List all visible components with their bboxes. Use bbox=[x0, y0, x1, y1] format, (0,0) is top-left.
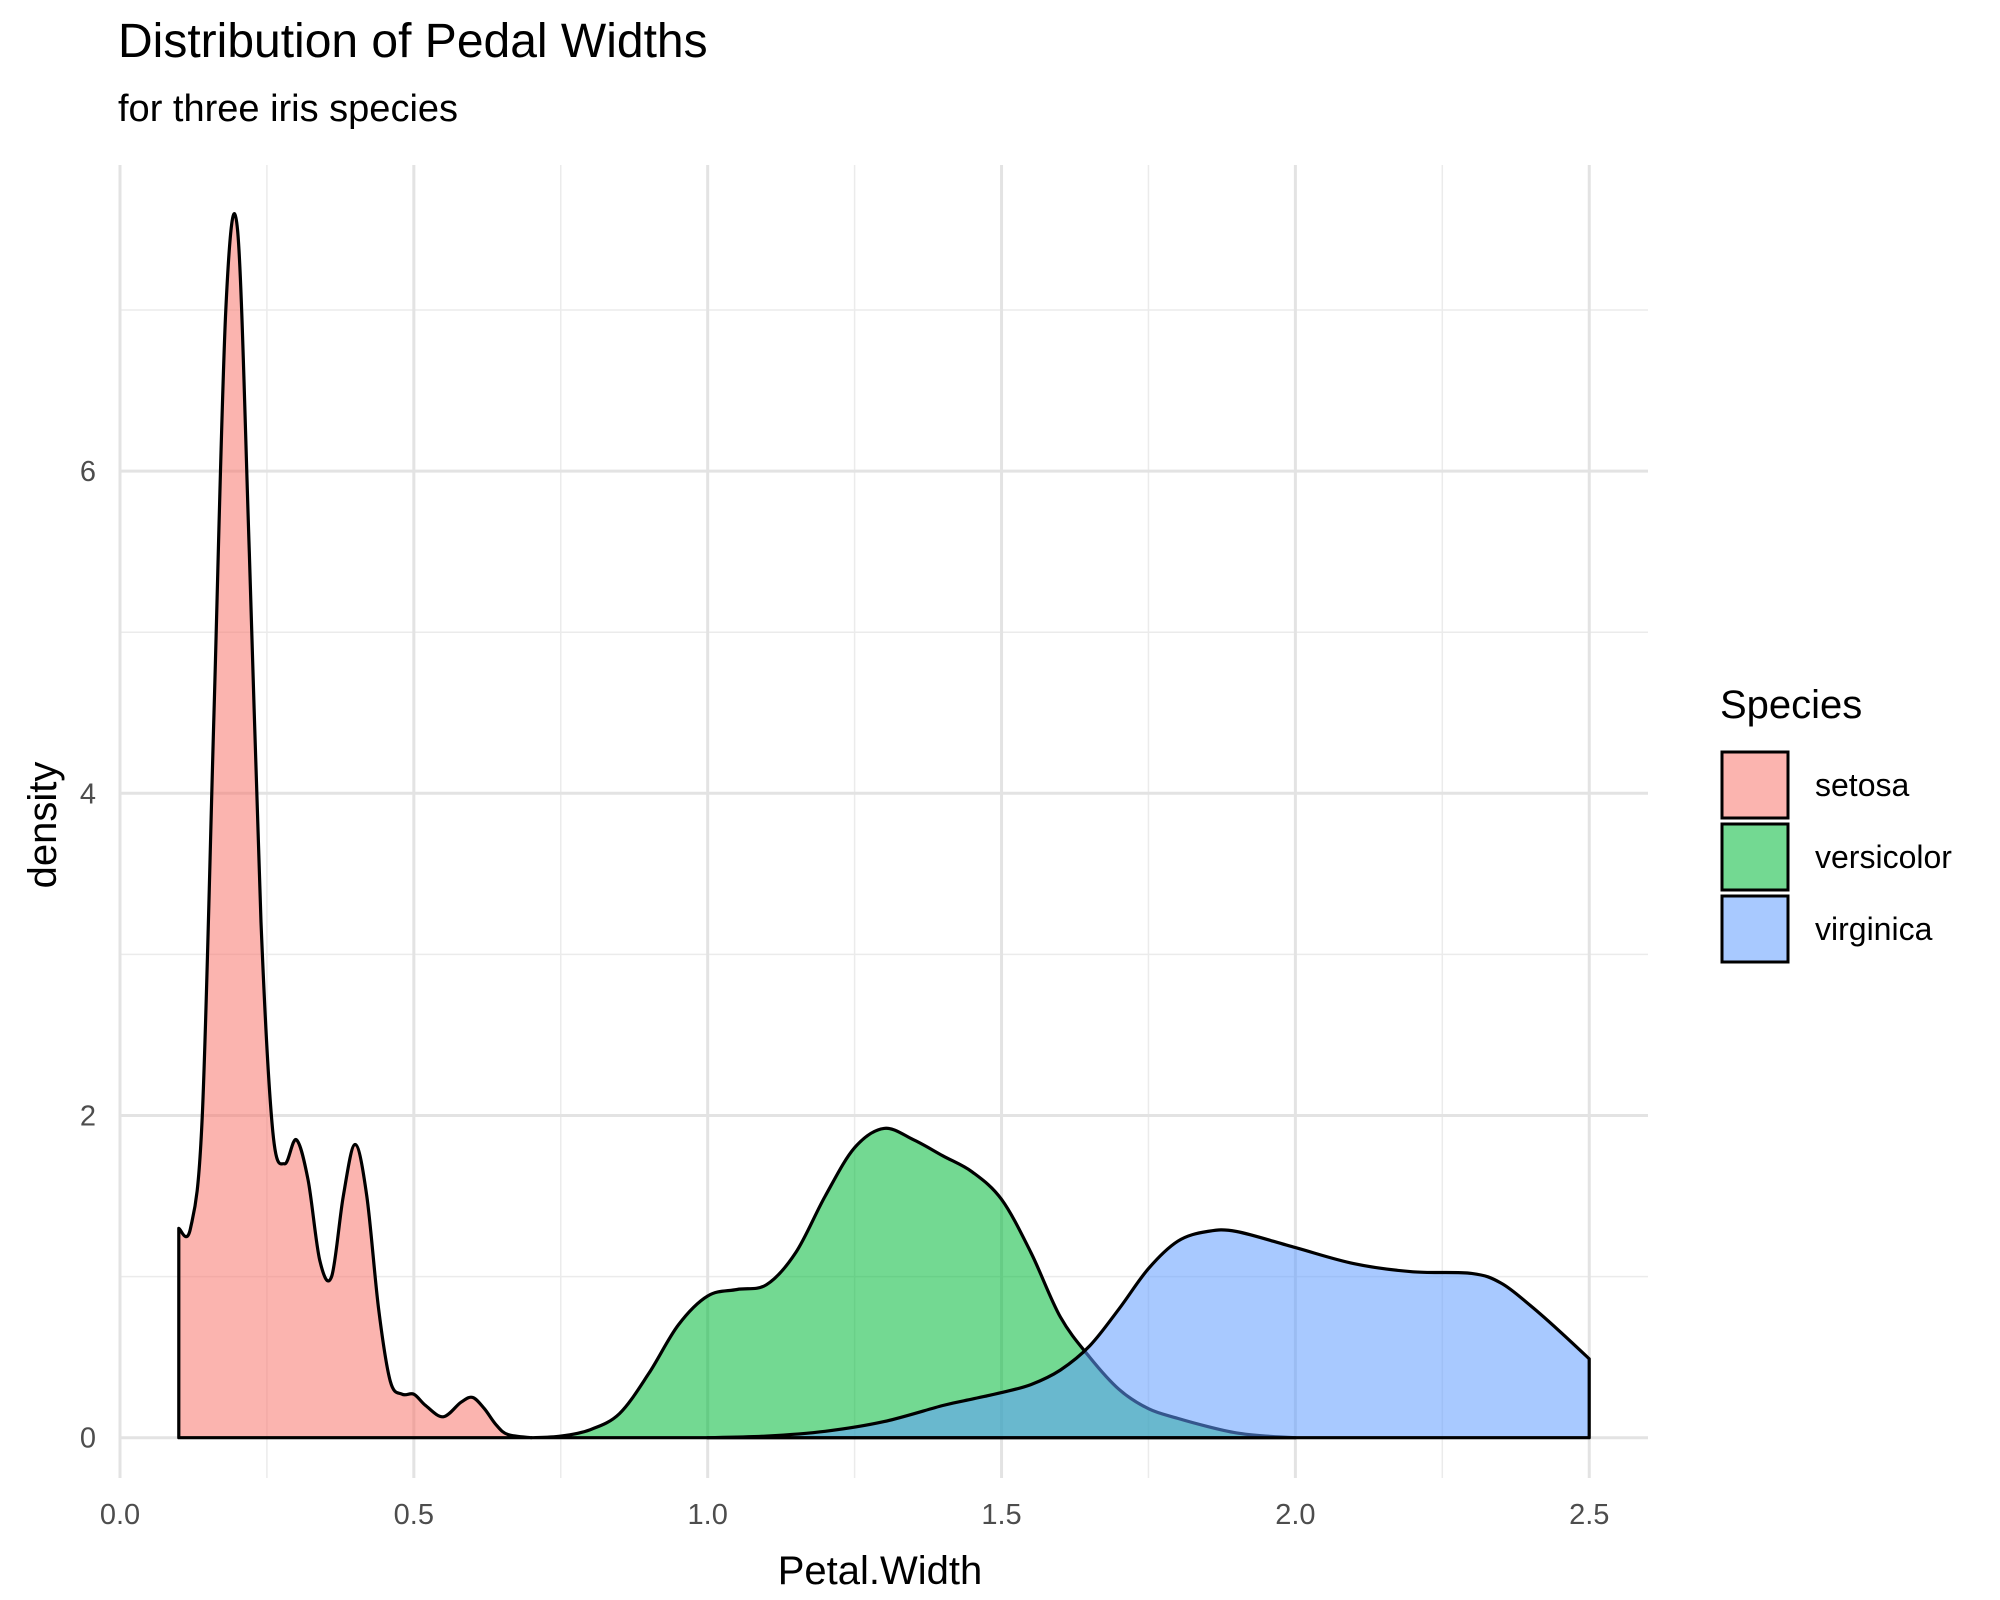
x-tick-label: 0.0 bbox=[100, 1499, 140, 1531]
legend: Species setosa versicolor virginica bbox=[1720, 683, 1952, 964]
x-tick-label: 1.5 bbox=[981, 1499, 1021, 1531]
legend-label-virginica: virginica bbox=[1815, 911, 1933, 947]
legend-title: Species bbox=[1720, 683, 1862, 727]
density-areas bbox=[177, 212, 1591, 1440]
x-tick-label: 0.5 bbox=[394, 1499, 434, 1531]
x-tick-label: 2.5 bbox=[1569, 1499, 1609, 1531]
x-tick-label: 1.0 bbox=[688, 1499, 728, 1531]
legend-label-versicolor: versicolor bbox=[1815, 839, 1952, 875]
legend-key-setosa bbox=[1720, 750, 1790, 820]
x-axis-ticks: 0.0 0.5 1.0 1.5 2.0 2.5 bbox=[100, 1499, 1610, 1531]
y-tick-label: 2 bbox=[80, 1101, 96, 1133]
y-axis-label: density bbox=[21, 762, 65, 889]
x-tick-label: 2.0 bbox=[1275, 1499, 1315, 1531]
density-area-virginica bbox=[706, 1228, 1591, 1440]
chart-subtitle: for three iris species bbox=[118, 88, 459, 130]
legend-label-setosa: setosa bbox=[1815, 767, 1909, 803]
x-axis-label: Petal.Width bbox=[778, 1549, 983, 1593]
legend-key-virginica bbox=[1720, 894, 1790, 964]
y-tick-label: 0 bbox=[80, 1423, 96, 1455]
y-axis-ticks: 0 2 4 6 bbox=[80, 456, 96, 1455]
y-tick-label: 6 bbox=[80, 456, 96, 488]
chart-title: Distribution of Pedal Widths bbox=[118, 15, 708, 68]
density-area-setosa bbox=[177, 212, 533, 1440]
y-tick-label: 4 bbox=[80, 778, 96, 810]
legend-key-versicolor bbox=[1720, 822, 1790, 892]
